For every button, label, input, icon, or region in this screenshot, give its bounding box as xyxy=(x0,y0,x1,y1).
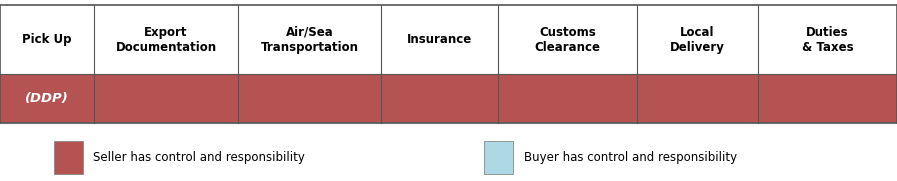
Bar xyxy=(381,74,498,123)
Bar xyxy=(0,5,94,74)
Text: Insurance: Insurance xyxy=(407,33,472,46)
Text: Buyer has control and responsibility: Buyer has control and responsibility xyxy=(524,151,737,164)
Bar xyxy=(94,74,238,123)
Text: Customs
Clearance: Customs Clearance xyxy=(535,26,600,54)
Bar xyxy=(238,5,381,74)
Bar xyxy=(637,5,758,74)
Text: Pick Up: Pick Up xyxy=(22,33,72,46)
Bar xyxy=(758,5,897,74)
Bar xyxy=(54,141,83,174)
Text: Air/Sea
Transportation: Air/Sea Transportation xyxy=(260,26,359,54)
Bar xyxy=(238,74,381,123)
Bar xyxy=(758,74,897,123)
Text: Seller has control and responsibility: Seller has control and responsibility xyxy=(93,151,305,164)
Text: Duties
& Taxes: Duties & Taxes xyxy=(802,26,853,54)
Bar xyxy=(498,5,637,74)
Bar xyxy=(637,74,758,123)
Bar xyxy=(498,74,637,123)
Bar xyxy=(381,5,498,74)
Text: Export
Documentation: Export Documentation xyxy=(116,26,216,54)
Text: Local
Delivery: Local Delivery xyxy=(670,26,725,54)
Bar xyxy=(0,74,94,123)
Bar xyxy=(94,5,238,74)
Text: (DDP): (DDP) xyxy=(25,92,69,105)
Bar xyxy=(484,141,513,174)
